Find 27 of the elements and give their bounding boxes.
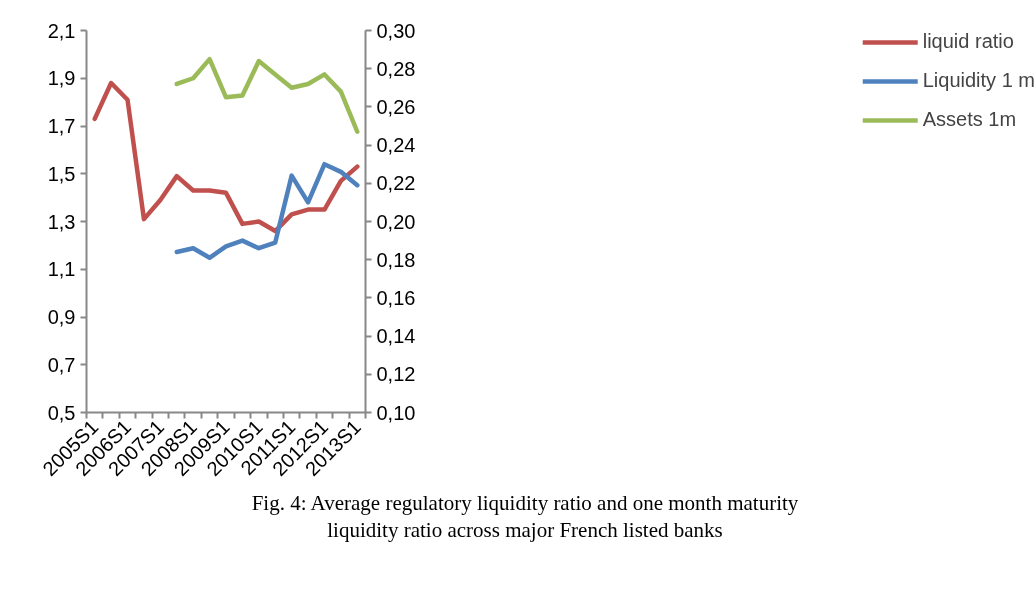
y2-tick-label: 0,30 — [376, 19, 416, 42]
y-tick-label: 1,1 — [47, 258, 76, 281]
caption: Fig. 4: Average regulatory liquidity ratio and one month maturity liquidity ratio across major French listed banks — [250, 490, 800, 545]
line-series — [174, 56, 360, 134]
y2-tick-label: 0,24 — [376, 134, 416, 157]
y2-tick-label: 0,10 — [376, 401, 416, 424]
y-tick-label: 1,5 — [47, 162, 76, 185]
line-series — [174, 161, 360, 261]
y-tick-label: 1,3 — [47, 210, 76, 233]
y-tick-label: 0,5 — [47, 401, 76, 424]
y2-tick-label: 0,22 — [376, 172, 416, 195]
y2-tick-label: 0,20 — [376, 210, 416, 233]
y2-tick-label: 0,18 — [376, 248, 416, 271]
y2-tick-label: 0,26 — [376, 95, 416, 118]
y2-tick-label: 0,14 — [376, 325, 416, 348]
line-series — [92, 80, 360, 234]
y-tick-label: 0,7 — [47, 353, 76, 376]
y-tick-label: 1,7 — [47, 115, 76, 137]
y2-tick-label: 0,16 — [376, 286, 416, 309]
y-tick-label: 2,1 — [47, 19, 76, 42]
legend-label: Liquidity 1 m — [922, 69, 1035, 92]
y-tick-label: 1,9 — [47, 67, 76, 90]
legend-label: liquid ratio — [922, 30, 1014, 53]
y2-tick-label: 0,12 — [376, 363, 416, 386]
y-tick-label: 0,9 — [47, 306, 76, 328]
y2-tick-label: 0,28 — [376, 57, 416, 80]
legend-label: Assets 1m — [922, 108, 1017, 131]
